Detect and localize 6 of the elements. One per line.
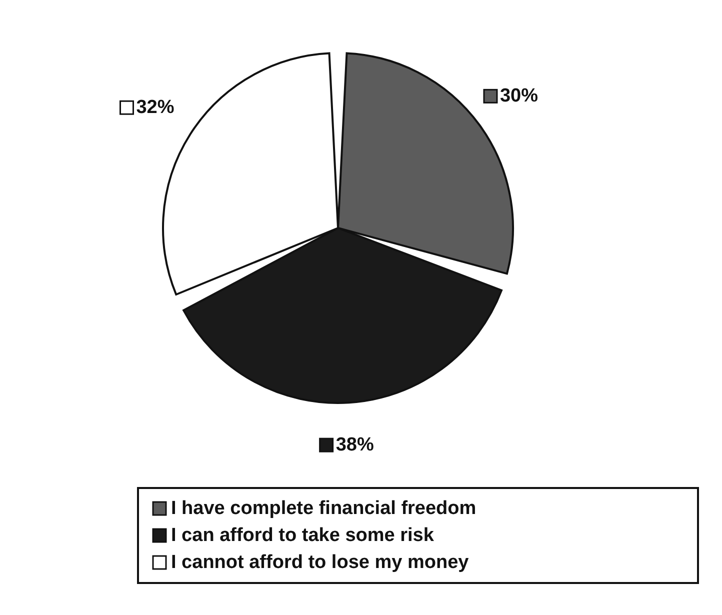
- legend-label: I can afford to take some risk: [171, 525, 434, 546]
- data-label: 38%: [336, 434, 374, 456]
- legend-label: I have complete financial freedom: [171, 498, 476, 519]
- data-label: 30%: [500, 86, 538, 107]
- data-label: 32%: [136, 97, 174, 118]
- legend-label: I cannot afford to lose my money: [171, 552, 470, 573]
